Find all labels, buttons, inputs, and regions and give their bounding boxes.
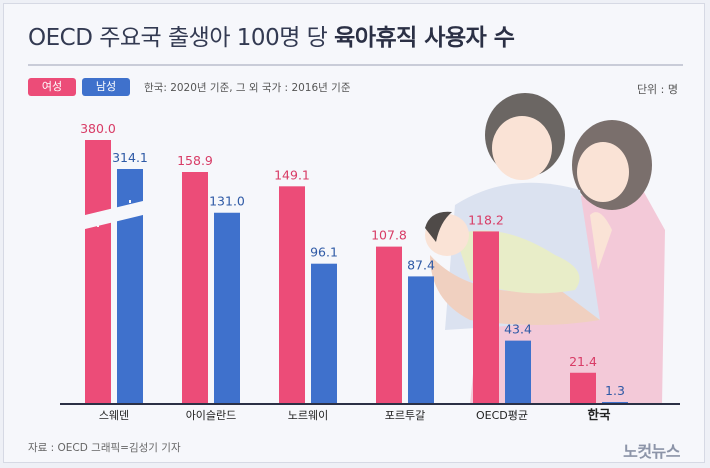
value-label-male-0: 314.1 — [112, 150, 148, 165]
bar-female-5 — [570, 372, 596, 404]
father-arms — [430, 255, 600, 325]
title-prefix: OECD 주요국 출생아 100명 당 — [28, 25, 328, 51]
bar-female-2 — [279, 186, 305, 404]
value-label-male-1: 131.0 — [209, 194, 245, 209]
bar-female-0 — [85, 140, 111, 404]
category-label-4: OECD평균 — [476, 409, 528, 422]
page-title: OECD 주요국 출생아 100명 당 육아휴직 사용자 수 — [28, 18, 515, 52]
father-face — [492, 116, 552, 180]
source-note: 자료 : OECD 그래픽=김성기 기자 — [28, 442, 181, 454]
legend-female: 여성 — [28, 78, 76, 96]
category-label-3: 포르투갈 — [385, 408, 425, 422]
title-bold: 육아휴직 사용자 수 — [334, 25, 515, 51]
bar-female-3 — [376, 246, 402, 404]
bar-male-1 — [214, 212, 240, 404]
legend: 여성 남성 한국: 2020년 기준, 그 외 국가 : 2016년 기준 — [28, 78, 350, 96]
legend-note: 한국: 2020년 기준, 그 외 국가 : 2016년 기준 — [144, 81, 351, 94]
category-label-5: 한국 — [587, 407, 611, 422]
value-label-female-3: 107.8 — [371, 228, 407, 243]
bar-male-2 — [311, 263, 337, 404]
value-label-male-3: 87.4 — [407, 257, 435, 272]
mother-hands — [590, 212, 612, 270]
bar-male-4 — [505, 340, 531, 404]
bar-female-1 — [182, 172, 208, 404]
value-label-female-5: 21.4 — [569, 354, 597, 369]
value-label-female-1: 158.9 — [177, 153, 213, 168]
unit-label: 단위 : 명 — [636, 83, 678, 96]
category-label-0: 스웨덴 — [99, 409, 129, 422]
bars-group: 380.0 314.1 스웨덴 158.9 131.0 아이슬란드 149.1 96.1 노르웨… — [80, 121, 628, 422]
bar-male-3 — [408, 276, 434, 404]
value-label-female-4: 118.2 — [468, 212, 504, 227]
value-label-female-0: 380.0 — [80, 121, 116, 136]
value-label-female-2: 149.1 — [274, 167, 310, 182]
bar-female-4 — [473, 231, 499, 404]
legend-male: 남성 — [82, 78, 130, 96]
category-label-1: 아이슬란드 — [186, 409, 237, 422]
mother-face — [577, 142, 629, 202]
value-label-male-5: 1.3 — [605, 383, 625, 398]
title-divider — [28, 64, 683, 66]
value-label-male-2: 96.1 — [310, 245, 338, 260]
news-logo: 노컷뉴스 — [623, 442, 680, 461]
baby-hair — [425, 211, 452, 242]
value-label-male-4: 43.4 — [504, 322, 532, 337]
category-label-2: 노르웨이 — [288, 409, 328, 422]
